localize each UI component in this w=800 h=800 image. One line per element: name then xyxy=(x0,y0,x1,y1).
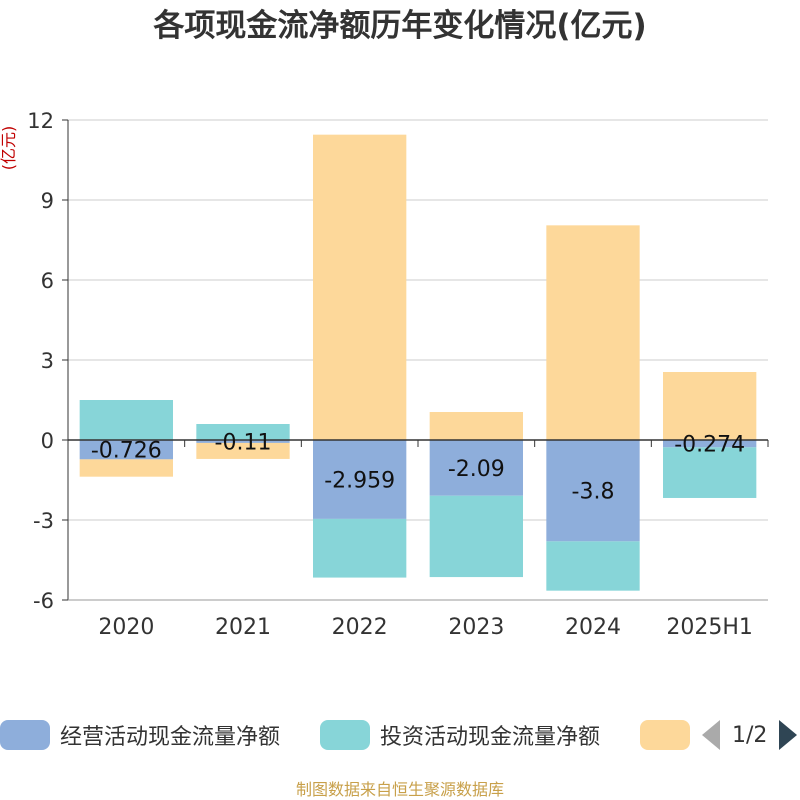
y-tick-label: -6 xyxy=(33,589,54,613)
y-tick-label: -3 xyxy=(33,509,54,533)
legend-item-third[interactable] xyxy=(640,716,700,754)
x-tick-label: 2024 xyxy=(565,615,621,640)
bar-investing-2023[interactable] xyxy=(429,495,523,578)
legend-page-indicator: 1/2 xyxy=(732,722,768,748)
y-tick-label: 12 xyxy=(27,109,54,133)
bar-operating-2020[interactable] xyxy=(79,440,173,460)
x-tick-label: 2022 xyxy=(332,615,388,640)
x-tick-label: 2020 xyxy=(98,615,154,640)
bar-investing-2024[interactable] xyxy=(546,541,640,591)
data-labels: -0.726 -0.11 -2.959 -2.09 -3.8 -0.274 xyxy=(91,430,745,504)
axes: -6 -3 0 3 6 9 12 2020 2021 2022 2023 2024 2025H1 xyxy=(27,109,769,640)
data-label: -2.959 xyxy=(324,468,395,493)
legend-pager: 1/2 xyxy=(702,716,798,754)
legend-label-investing: 投资活动现金流量净额 xyxy=(380,725,601,750)
bar-operating-2021[interactable] xyxy=(196,440,290,443)
chart-title: 各项现金流净额历年变化情况(亿元) xyxy=(153,8,647,44)
legend-item-operating[interactable]: 经营活动现金流量净额 xyxy=(0,716,280,754)
bar-investing-2025H1[interactable] xyxy=(663,447,757,498)
legend-label-operating: 经营活动现金流量净额 xyxy=(60,725,281,750)
chart-plot: -6 -3 0 3 6 9 12 2020 2021 2022 2023 2024 2025H1 -0.… xyxy=(0,109,769,640)
source-note: 制图数据来自恒生聚源数据库 xyxy=(295,780,504,799)
legend-swatch-third xyxy=(640,720,690,750)
bar-investing-2020[interactable] xyxy=(79,400,173,440)
data-label: -3.8 xyxy=(572,480,615,505)
bar-operating-2025H1[interactable] xyxy=(663,440,757,448)
x-tick-label: 2025H1 xyxy=(666,615,753,640)
y-tick-label: 0 xyxy=(41,429,54,453)
bar-investing-2022[interactable] xyxy=(313,518,407,578)
bar-third-2024[interactable] xyxy=(546,225,640,440)
bar-third-2020[interactable] xyxy=(79,459,173,477)
bar-operating-2022[interactable] xyxy=(313,440,407,519)
bar-operating-2023[interactable] xyxy=(429,440,523,496)
data-label: -0.11 xyxy=(215,430,272,455)
bar-third-2025H1[interactable] xyxy=(663,372,757,440)
bar-third-2021[interactable] xyxy=(196,442,290,459)
bar-third-2022[interactable] xyxy=(313,134,407,440)
bar-investing-2021[interactable] xyxy=(196,424,290,440)
next-page-icon[interactable] xyxy=(779,720,798,750)
legend-swatch-operating xyxy=(0,720,50,750)
x-tick-label: 2021 xyxy=(215,615,271,640)
bar-operating-2024[interactable] xyxy=(546,440,640,542)
y-tick-label: 9 xyxy=(41,189,54,213)
grid-lines xyxy=(68,119,768,601)
x-tick-label: 2023 xyxy=(448,615,504,640)
legend-swatch-investing xyxy=(320,720,370,750)
data-label: -0.726 xyxy=(91,439,162,464)
y-axis-label: (亿元) xyxy=(0,126,18,171)
data-label: -0.274 xyxy=(674,433,745,458)
y-tick-label: 6 xyxy=(41,269,54,293)
bar-third-2023[interactable] xyxy=(429,412,523,440)
prev-page-icon[interactable] xyxy=(702,720,720,750)
data-label: -2.09 xyxy=(448,457,505,482)
legend: 经营活动现金流量净额 投资活动现金流量净额 1/2 xyxy=(0,716,800,754)
legend-item-investing[interactable]: 投资活动现金流量净额 xyxy=(320,716,600,754)
y-tick-label: 3 xyxy=(41,349,54,373)
bars xyxy=(79,134,757,591)
